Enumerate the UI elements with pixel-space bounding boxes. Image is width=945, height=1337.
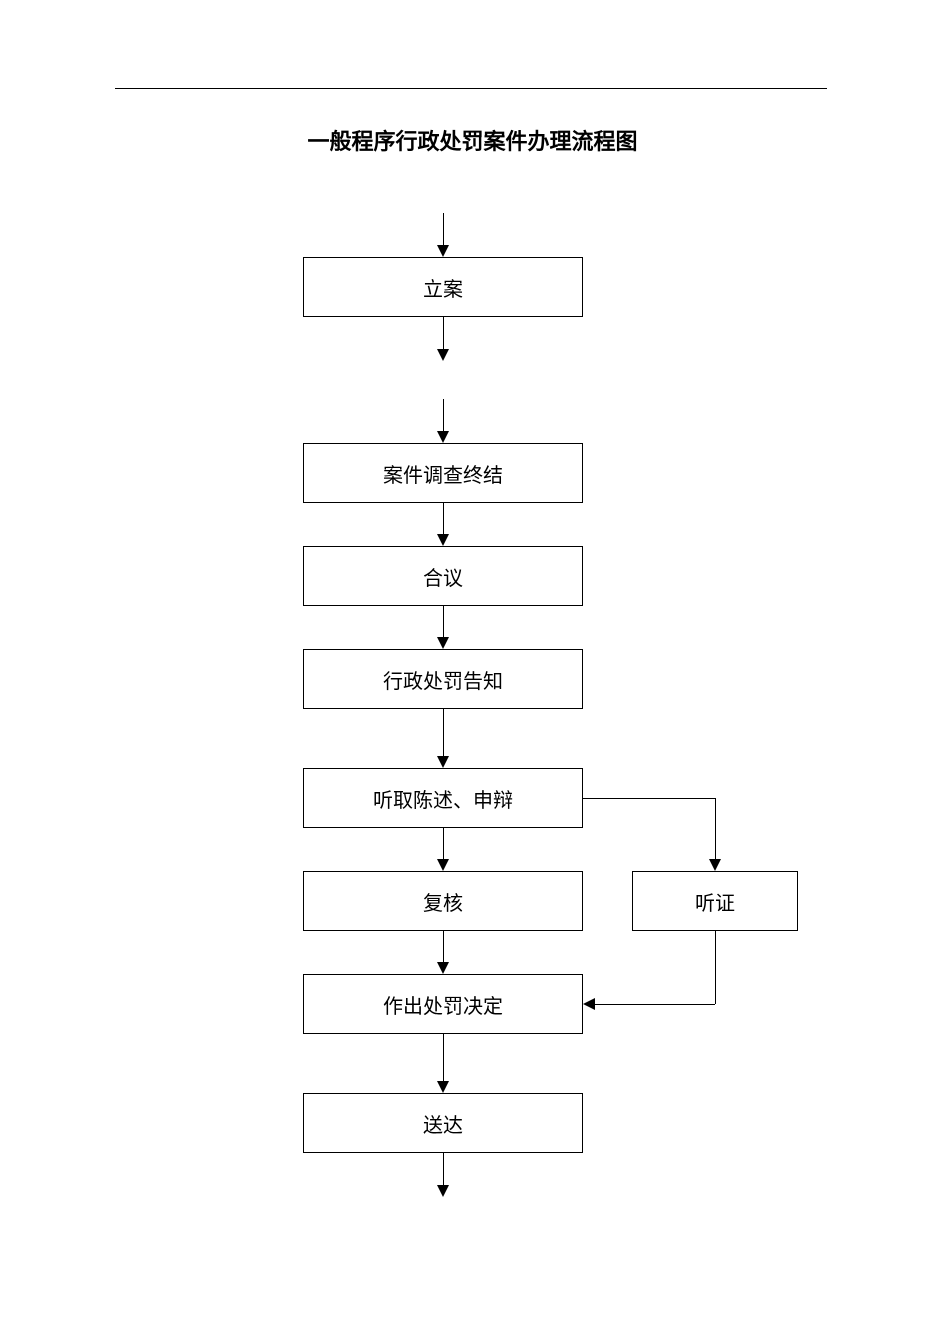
flow-edge-segment bbox=[443, 213, 444, 247]
flow-edge-segment bbox=[443, 399, 444, 433]
flow-edge-segment bbox=[443, 503, 444, 536]
flow-edge-segment bbox=[443, 828, 444, 861]
flow-node-n1: 立案 bbox=[303, 257, 583, 317]
arrow-down-icon bbox=[437, 859, 449, 871]
arrow-down-icon bbox=[709, 859, 721, 871]
arrow-down-icon bbox=[437, 637, 449, 649]
flow-edge-segment bbox=[715, 798, 716, 861]
arrow-down-icon bbox=[437, 349, 449, 361]
flow-node-n9: 送达 bbox=[303, 1093, 583, 1153]
flow-node-n5: 听取陈述、申辩 bbox=[303, 768, 583, 828]
flowchart-canvas: 立案案件调查终结合议行政处罚告知听取陈述、申辩复核听证作出处罚决定送达 bbox=[0, 0, 945, 1337]
arrow-down-icon bbox=[437, 245, 449, 257]
arrow-left-icon bbox=[583, 998, 595, 1010]
flow-node-n4: 行政处罚告知 bbox=[303, 649, 583, 709]
flow-edge-segment bbox=[443, 606, 444, 639]
flow-node-n8: 作出处罚决定 bbox=[303, 974, 583, 1034]
flow-node-n3: 合议 bbox=[303, 546, 583, 606]
flow-edge-segment bbox=[443, 1034, 444, 1083]
flow-node-n2: 案件调查终结 bbox=[303, 443, 583, 503]
arrow-down-icon bbox=[437, 756, 449, 768]
flow-edge-segment bbox=[593, 1004, 715, 1005]
flow-node-n6: 复核 bbox=[303, 871, 583, 931]
arrow-down-icon bbox=[437, 962, 449, 974]
flow-edge-segment bbox=[443, 709, 444, 758]
arrow-down-icon bbox=[437, 431, 449, 443]
flow-edge-segment bbox=[443, 931, 444, 964]
flow-edge-segment bbox=[443, 1153, 444, 1187]
arrow-down-icon bbox=[437, 534, 449, 546]
arrow-down-icon bbox=[437, 1185, 449, 1197]
flow-edge-segment bbox=[583, 798, 715, 799]
flow-node-n7: 听证 bbox=[632, 871, 798, 931]
arrow-down-icon bbox=[437, 1081, 449, 1093]
flow-edge-segment bbox=[443, 317, 444, 351]
flow-edge-segment bbox=[715, 931, 716, 1004]
